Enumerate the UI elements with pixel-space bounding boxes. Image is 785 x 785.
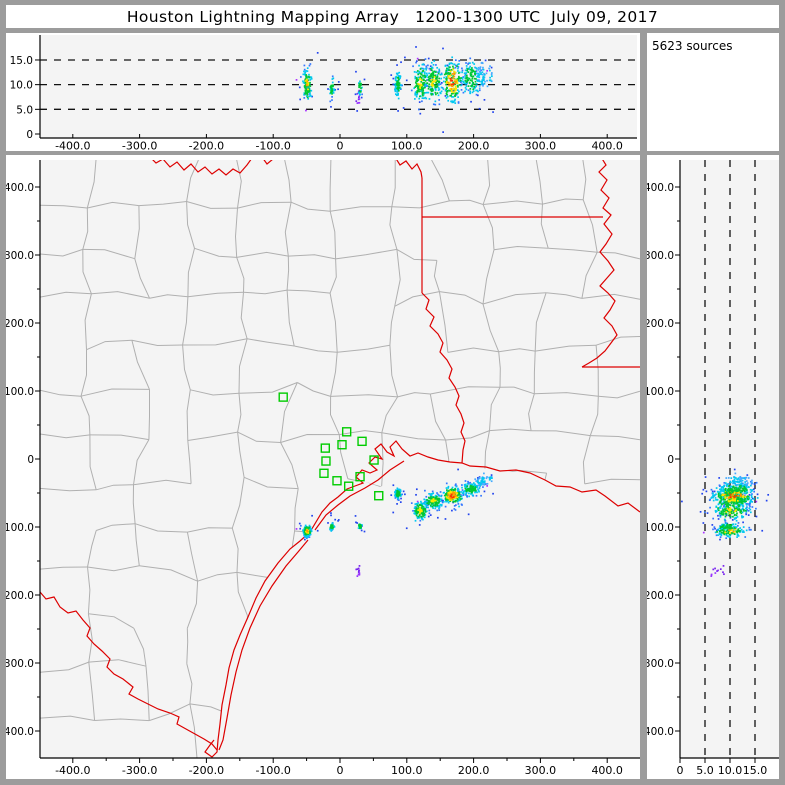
svg-text:200.0: 200.0 <box>458 764 490 777</box>
svg-text:300.0: 300.0 <box>6 250 34 262</box>
lightning-points-ew-alt <box>295 46 494 133</box>
ew-altitude-panel: 0 5.0 10.0 15.0 -400.0 -300.0 -200.0 -100.0 0 100… <box>6 33 640 151</box>
svg-text:0: 0 <box>677 764 684 777</box>
source-count-panel: 5623 sources <box>647 33 779 151</box>
svg-text:-400.0: -400.0 <box>6 726 34 738</box>
svg-text:100.0: 100.0 <box>391 764 423 777</box>
svg-text:-100.0: -100.0 <box>6 522 34 534</box>
ns-altitude-plot: 400.0 300.0 200.0 100.0 0 -100.0 -200.0 -300.0 -… <box>647 160 779 777</box>
altitude-gridlines <box>40 59 637 110</box>
ns-alt-axes: 400.0 300.0 200.0 100.0 0 -100.0 -200.0 -300.0 -… <box>647 160 779 777</box>
svg-text:15.0: 15.0 <box>743 764 768 777</box>
svg-text:-100.0: -100.0 <box>647 522 674 534</box>
svg-text:-300.0: -300.0 <box>122 764 157 777</box>
svg-text:-300.0: -300.0 <box>647 658 674 670</box>
svg-text:300.0: 300.0 <box>525 764 557 777</box>
svg-text:5.0: 5.0 <box>696 764 714 777</box>
lightning-points-ns-alt <box>681 468 770 577</box>
svg-text:300.0: 300.0 <box>525 140 557 152</box>
svg-text:-400.0: -400.0 <box>55 140 90 152</box>
svg-text:400.0: 400.0 <box>591 140 623 152</box>
svg-text:400.0: 400.0 <box>647 182 674 194</box>
map-axes: 400.0 300.0 200.0 100.0 0 -100.0 -200.0 -300.0 -… <box>6 160 640 777</box>
station-markers <box>278 392 384 501</box>
ew-altitude-plot: 0 5.0 10.0 15.0 -400.0 -300.0 -200.0 -100.0 0 100… <box>10 35 637 151</box>
svg-text:-100.0: -100.0 <box>255 140 290 152</box>
svg-text:-300.0: -300.0 <box>6 658 34 670</box>
svg-text:-100.0: -100.0 <box>255 764 290 777</box>
svg-text:-400.0: -400.0 <box>647 726 674 738</box>
svg-text:-200.0: -200.0 <box>6 590 34 602</box>
page-title: Houston Lightning Mapping Array 1200-130… <box>126 7 659 26</box>
svg-text:100.0: 100.0 <box>391 140 423 152</box>
svg-text:100.0: 100.0 <box>6 386 34 398</box>
ew-alt-axes: 0 5.0 10.0 15.0 -400.0 -300.0 -200.0 -100.0 0 100… <box>10 35 637 151</box>
svg-text:400.0: 400.0 <box>6 182 34 194</box>
lightning-points-map <box>295 468 494 577</box>
svg-text:15.0: 15.0 <box>10 55 33 67</box>
svg-text:-400.0: -400.0 <box>55 764 90 777</box>
altitude-gridlines-right <box>704 160 756 758</box>
svg-text:300.0: 300.0 <box>647 250 674 262</box>
state-borders <box>40 160 640 758</box>
svg-text:200.0: 200.0 <box>647 318 674 330</box>
svg-text:0: 0 <box>26 129 33 141</box>
svg-text:0: 0 <box>337 764 344 777</box>
ns-altitude-panel: 400.0 300.0 200.0 100.0 0 -100.0 -200.0 -300.0 -… <box>647 155 779 779</box>
svg-text:10.0: 10.0 <box>10 80 33 92</box>
svg-text:100.0: 100.0 <box>647 386 674 398</box>
svg-text:400.0: 400.0 <box>591 764 623 777</box>
plan-view-map-plot: 400.0 300.0 200.0 100.0 0 -100.0 -200.0 -300.0 -… <box>6 160 640 777</box>
svg-text:0: 0 <box>27 454 34 466</box>
svg-text:-200.0: -200.0 <box>189 764 224 777</box>
title-bar: Houston Lightning Mapping Array 1200-130… <box>6 5 779 28</box>
svg-text:-200.0: -200.0 <box>189 140 224 152</box>
source-count-label: 5623 sources <box>652 39 733 53</box>
svg-text:-300.0: -300.0 <box>122 140 157 152</box>
svg-text:-200.0: -200.0 <box>647 590 674 602</box>
svg-text:200.0: 200.0 <box>6 318 34 330</box>
svg-text:10.0: 10.0 <box>718 764 743 777</box>
plan-view-map-panel: 400.0 300.0 200.0 100.0 0 -100.0 -200.0 -300.0 -… <box>6 155 640 779</box>
svg-text:200.0: 200.0 <box>458 140 490 152</box>
svg-text:0: 0 <box>667 454 674 466</box>
svg-text:0: 0 <box>337 140 344 152</box>
svg-text:5.0: 5.0 <box>16 104 33 116</box>
